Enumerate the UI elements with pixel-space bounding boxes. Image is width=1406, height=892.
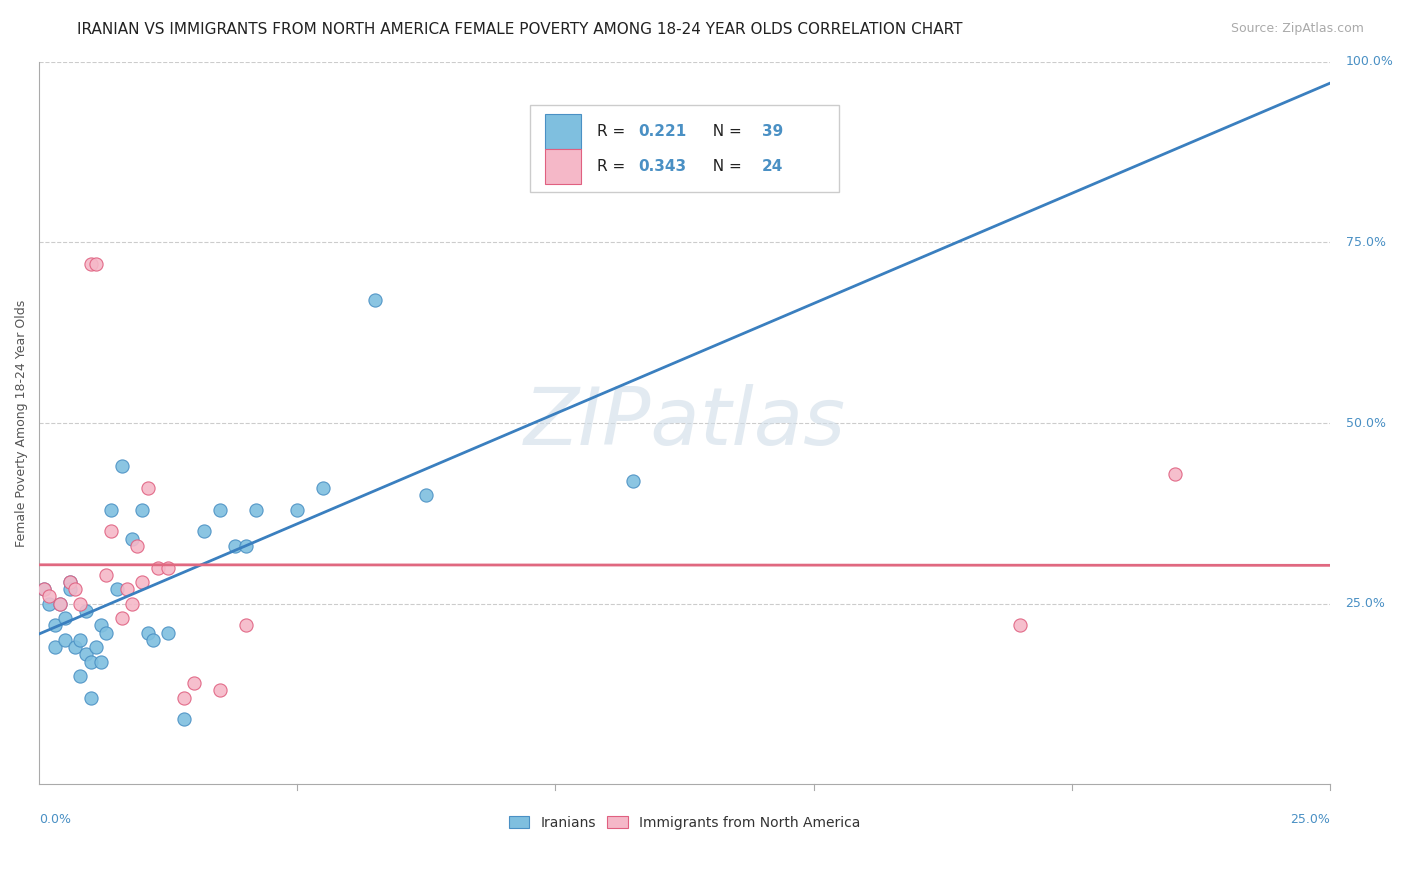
Point (59, 574, 82, 589)
Point (53, 632, 76, 647)
Text: 75.0%: 75.0% (1346, 235, 1385, 249)
Point (38, 590, 60, 604)
Text: 25.0%: 25.0% (1291, 814, 1330, 826)
Point (208, 502, 231, 516)
Y-axis label: Female Poverty Among 18-24 Year Olds: Female Poverty Among 18-24 Year Olds (15, 300, 28, 547)
Point (208, 683, 231, 698)
Point (157, 625, 180, 640)
Text: 0.343: 0.343 (638, 159, 686, 174)
Point (127, 539, 149, 553)
Point (90, 655, 112, 669)
Text: 0.0%: 0.0% (39, 814, 72, 826)
Point (193, 524, 215, 539)
Legend: Iranians, Immigrants from North America: Iranians, Immigrants from North America (503, 810, 866, 835)
Point (69, 632, 91, 647)
Point (96, 567, 118, 582)
Point (235, 539, 257, 553)
Point (38, 597, 60, 611)
Point (69, 597, 91, 611)
Point (75, 604, 97, 618)
Point (44, 618, 66, 632)
Point (621, 474, 644, 488)
Point (80, 655, 103, 669)
Point (136, 625, 159, 640)
Text: R =: R = (596, 124, 630, 139)
Point (142, 632, 165, 647)
Point (173, 712, 195, 726)
Point (121, 597, 143, 611)
Point (96, 625, 118, 640)
Text: Source: ZipAtlas.com: Source: ZipAtlas.com (1230, 22, 1364, 36)
Point (100, 524, 122, 539)
Text: 0.221: 0.221 (638, 124, 686, 139)
Point (44, 640, 66, 654)
Point (183, 676, 205, 690)
Point (90, 618, 112, 632)
Point (312, 481, 335, 495)
Text: 100.0%: 100.0% (1346, 55, 1393, 68)
Point (80, 257, 103, 271)
Point (173, 690, 195, 705)
Text: IRANIAN VS IMMIGRANTS FROM NORTH AMERICA FEMALE POVERTY AMONG 18-24 YEAR OLDS CO: IRANIAN VS IMMIGRANTS FROM NORTH AMERICA… (77, 22, 963, 37)
Point (53, 611, 76, 625)
Point (65, 582, 87, 597)
Point (69, 669, 91, 683)
Point (105, 582, 128, 597)
Point (235, 618, 257, 632)
Point (32, 582, 55, 597)
Point (224, 539, 246, 553)
Point (59, 574, 82, 589)
Point (49, 597, 72, 611)
Point (136, 481, 159, 495)
Point (111, 611, 134, 625)
Point (111, 459, 134, 474)
Point (1164, 467, 1187, 481)
Point (75, 648, 97, 662)
Point (1010, 618, 1032, 632)
Text: N =: N = (703, 159, 747, 174)
Point (49, 597, 72, 611)
FancyBboxPatch shape (530, 105, 839, 192)
FancyBboxPatch shape (546, 114, 581, 149)
Point (415, 488, 437, 502)
Point (65, 640, 87, 654)
Point (84, 257, 107, 271)
Point (84, 640, 107, 654)
Point (285, 502, 308, 516)
Point (146, 560, 169, 574)
Text: 39: 39 (762, 124, 783, 139)
Point (131, 502, 153, 516)
Point (59, 582, 82, 597)
Point (80, 690, 103, 705)
Point (131, 574, 153, 589)
Text: 50.0%: 50.0% (1346, 417, 1385, 430)
Point (100, 502, 122, 516)
Text: 24: 24 (762, 159, 783, 174)
FancyBboxPatch shape (546, 149, 581, 184)
Text: R =: R = (596, 159, 630, 174)
Text: 25.0%: 25.0% (1346, 598, 1385, 610)
Point (364, 293, 387, 307)
Point (32, 582, 55, 597)
Point (115, 582, 138, 597)
Point (245, 502, 267, 516)
Text: ZIPatlas: ZIPatlas (523, 384, 845, 462)
Point (157, 560, 180, 574)
Point (121, 532, 143, 546)
Text: N =: N = (703, 124, 747, 139)
